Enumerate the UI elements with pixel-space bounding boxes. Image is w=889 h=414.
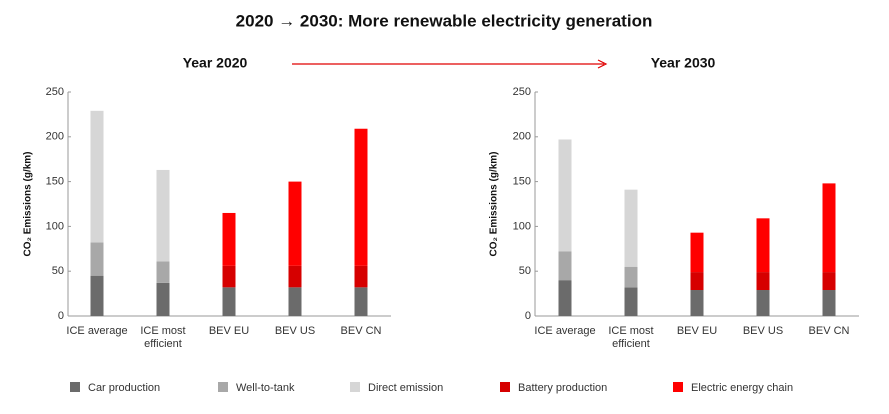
y-tick-label: 200 <box>513 131 531 143</box>
legend-swatch <box>500 382 510 392</box>
bar-segment <box>222 287 236 316</box>
x-tick-label: BEV EU <box>676 325 718 337</box>
legend-label: Electric energy chain <box>691 382 793 394</box>
bar-segment <box>354 128 368 266</box>
y-tick-label: 100 <box>46 220 64 232</box>
x-tick-label: ICE average <box>66 325 128 337</box>
x-tick-label: BEV CN <box>340 325 382 337</box>
x-tick-label: BEV EU <box>208 325 250 337</box>
bar-segment <box>354 287 368 316</box>
y-axis-label: CO₂ Emissions (g/km) <box>489 151 500 256</box>
bar-segment <box>222 265 236 288</box>
chart-title: 2020 → 2030: More renewable electricity … <box>236 11 653 30</box>
bar-segment <box>690 272 704 291</box>
bar-segment <box>288 181 302 266</box>
legend-swatch <box>350 382 360 392</box>
bar-segment <box>756 290 770 316</box>
bar-segment <box>558 251 572 281</box>
bar-segment <box>90 275 104 316</box>
chart-subtitle: Year 2030 <box>651 55 716 71</box>
bar-segment <box>354 265 368 288</box>
y-tick-label: 150 <box>46 176 64 188</box>
bar-segment <box>558 280 572 316</box>
x-tick-label: ICE most efficient <box>608 325 654 350</box>
legend-label: Car production <box>88 382 160 394</box>
legend-swatch <box>673 382 683 392</box>
arrow-head <box>597 59 608 69</box>
bar-segment <box>624 266 638 288</box>
bar-segment <box>90 242 104 276</box>
y-tick-label: 250 <box>46 86 64 98</box>
bar-segment <box>756 272 770 291</box>
bar-segment <box>558 139 572 252</box>
legend-label: Battery production <box>518 382 607 394</box>
bar-segment <box>288 265 302 288</box>
legend-swatch <box>218 382 228 392</box>
y-axis-label: CO₂ Emissions (g/km) <box>23 151 34 256</box>
bar-segment <box>822 290 836 316</box>
bar-segment <box>822 272 836 291</box>
x-tick-label: ICE most efficient <box>140 325 186 350</box>
legend-label: Well-to-tank <box>236 382 295 394</box>
bar-segment <box>624 287 638 316</box>
bar-segment <box>822 183 836 273</box>
x-tick-label: ICE average <box>534 325 596 337</box>
y-tick-label: 0 <box>58 310 64 322</box>
x-tick-label: BEV US <box>274 325 316 337</box>
bar-segment <box>756 218 770 273</box>
y-tick-label: 0 <box>525 310 531 322</box>
bar-segment <box>288 287 302 316</box>
legend-label: Direct emission <box>368 382 443 394</box>
y-tick-label: 100 <box>513 220 531 232</box>
y-tick-label: 250 <box>513 86 531 98</box>
legend-swatch <box>70 382 80 392</box>
x-tick-label: BEV US <box>742 325 784 337</box>
chart-subtitle: Year 2020 <box>183 55 248 71</box>
bar-segment <box>222 212 236 266</box>
bar-segment <box>690 290 704 316</box>
y-tick-label: 50 <box>519 265 531 277</box>
y-tick-label: 150 <box>513 176 531 188</box>
bar-segment <box>156 261 170 283</box>
x-tick-label: BEV CN <box>808 325 850 337</box>
y-tick-label: 200 <box>46 131 64 143</box>
bar-segment <box>690 232 704 273</box>
bar-segment <box>624 189 638 267</box>
bar-segment <box>90 110 104 243</box>
bar-segment <box>156 169 170 262</box>
y-tick-label: 50 <box>52 265 64 277</box>
bar-segment <box>156 282 170 316</box>
